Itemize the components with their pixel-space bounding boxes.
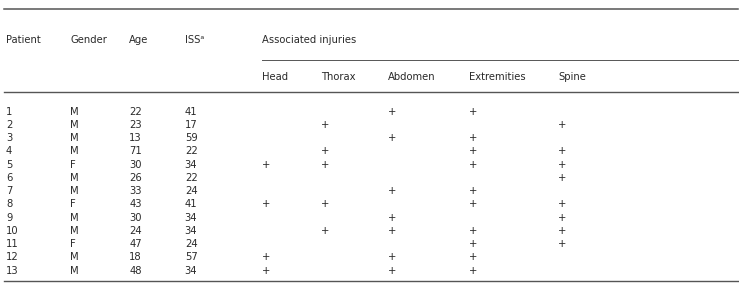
Text: 13: 13: [6, 266, 18, 276]
Text: +: +: [469, 226, 477, 236]
Text: +: +: [321, 160, 330, 170]
Text: 22: 22: [185, 173, 197, 183]
Text: +: +: [558, 213, 566, 223]
Text: M: M: [70, 120, 79, 130]
Text: 10: 10: [6, 226, 18, 236]
Text: 23: 23: [129, 120, 142, 130]
Text: +: +: [469, 133, 477, 143]
Text: M: M: [70, 173, 79, 183]
Text: 43: 43: [129, 199, 142, 209]
Text: 12: 12: [6, 252, 18, 262]
Text: +: +: [262, 266, 270, 276]
Text: 22: 22: [185, 146, 197, 156]
Text: 11: 11: [6, 239, 18, 249]
Text: 34: 34: [185, 160, 197, 170]
Text: M: M: [70, 213, 79, 223]
Text: +: +: [469, 107, 477, 117]
Text: Patient: Patient: [6, 35, 41, 45]
Text: 8: 8: [6, 199, 12, 209]
Text: 24: 24: [185, 239, 197, 249]
Text: 7: 7: [6, 186, 13, 196]
Text: 34: 34: [185, 213, 197, 223]
Text: Extremities: Extremities: [469, 72, 526, 82]
Text: F: F: [70, 199, 76, 209]
Text: +: +: [388, 133, 396, 143]
Text: 2: 2: [6, 120, 13, 130]
Text: +: +: [558, 173, 566, 183]
Text: +: +: [388, 252, 396, 262]
Text: Abdomen: Abdomen: [388, 72, 435, 82]
Text: 1: 1: [6, 107, 13, 117]
Text: 57: 57: [185, 252, 197, 262]
Text: 24: 24: [129, 226, 142, 236]
Text: 30: 30: [129, 213, 142, 223]
Text: +: +: [558, 146, 566, 156]
Text: +: +: [388, 213, 396, 223]
Text: M: M: [70, 186, 79, 196]
Text: +: +: [262, 160, 270, 170]
Text: 33: 33: [129, 186, 142, 196]
Text: +: +: [321, 199, 330, 209]
Text: M: M: [70, 133, 79, 143]
Text: 9: 9: [6, 213, 13, 223]
Text: 13: 13: [129, 133, 142, 143]
Text: +: +: [262, 199, 270, 209]
Text: M: M: [70, 226, 79, 236]
Text: Associated injuries: Associated injuries: [262, 35, 357, 45]
Text: 17: 17: [185, 120, 197, 130]
Text: M: M: [70, 266, 79, 276]
Text: 71: 71: [129, 146, 142, 156]
Text: 18: 18: [129, 252, 142, 262]
Text: Age: Age: [129, 35, 149, 45]
Text: M: M: [70, 146, 79, 156]
Text: 47: 47: [129, 239, 142, 249]
Text: +: +: [558, 226, 566, 236]
Text: ISSᵃ: ISSᵃ: [185, 35, 204, 45]
Text: +: +: [388, 266, 396, 276]
Text: +: +: [262, 252, 270, 262]
Text: +: +: [321, 146, 330, 156]
Text: +: +: [388, 186, 396, 196]
Text: 48: 48: [129, 266, 142, 276]
Text: +: +: [469, 146, 477, 156]
Text: +: +: [558, 239, 566, 249]
Text: Gender: Gender: [70, 35, 107, 45]
Text: 22: 22: [129, 107, 142, 117]
Text: M: M: [70, 252, 79, 262]
Text: +: +: [388, 226, 396, 236]
Text: 41: 41: [185, 107, 197, 117]
Text: +: +: [388, 107, 396, 117]
Text: 5: 5: [6, 160, 13, 170]
Text: +: +: [469, 266, 477, 276]
Text: F: F: [70, 239, 76, 249]
Text: Thorax: Thorax: [321, 72, 356, 82]
Text: +: +: [558, 120, 566, 130]
Text: +: +: [469, 186, 477, 196]
Text: 26: 26: [129, 173, 142, 183]
Text: +: +: [558, 160, 566, 170]
Text: +: +: [469, 199, 477, 209]
Text: +: +: [469, 252, 477, 262]
Text: 34: 34: [185, 226, 197, 236]
Text: 34: 34: [185, 266, 197, 276]
Text: 30: 30: [129, 160, 142, 170]
Text: 41: 41: [185, 199, 197, 209]
Text: Head: Head: [262, 72, 288, 82]
Text: +: +: [558, 199, 566, 209]
Text: F: F: [70, 160, 76, 170]
Text: Spine: Spine: [558, 72, 586, 82]
Text: +: +: [469, 160, 477, 170]
Text: M: M: [70, 107, 79, 117]
Text: +: +: [469, 239, 477, 249]
Text: 59: 59: [185, 133, 197, 143]
Text: +: +: [321, 226, 330, 236]
Text: 24: 24: [185, 186, 197, 196]
Text: 4: 4: [6, 146, 12, 156]
Text: 3: 3: [6, 133, 12, 143]
Text: 6: 6: [6, 173, 13, 183]
Text: +: +: [321, 120, 330, 130]
